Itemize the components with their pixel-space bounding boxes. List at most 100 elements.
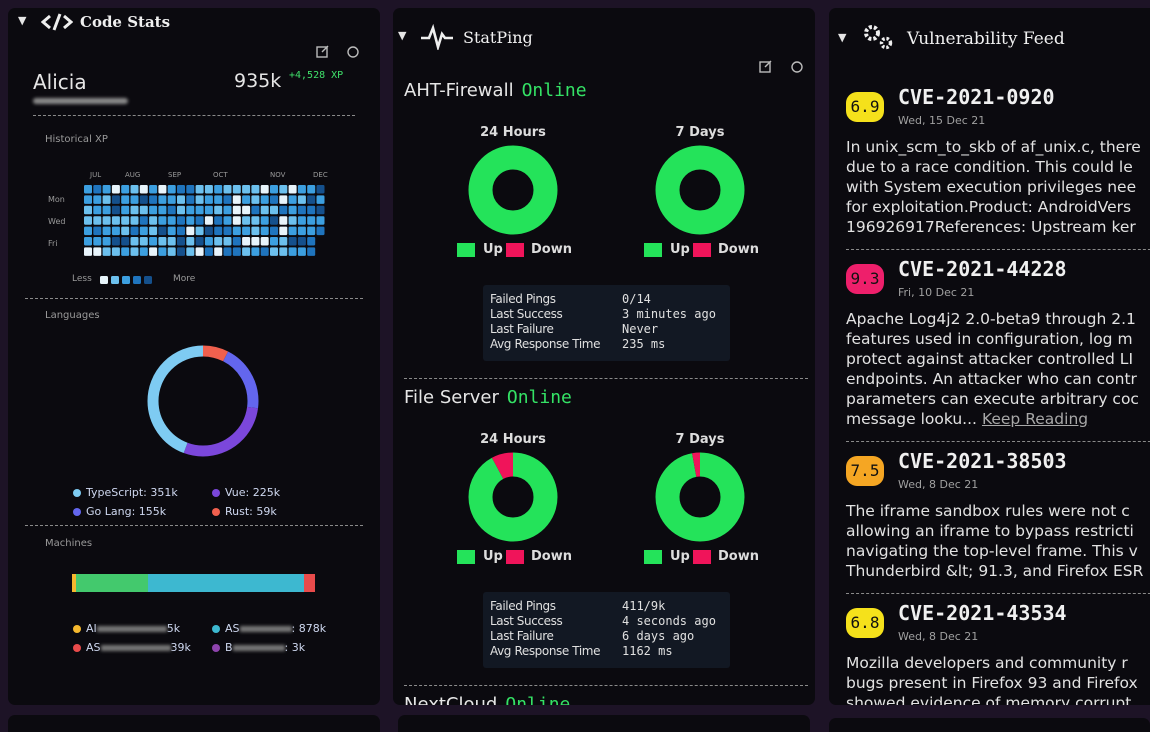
heatmap-cell xyxy=(251,226,260,236)
heatmap-cell xyxy=(186,185,195,194)
legend-swatch xyxy=(122,276,130,284)
heatmap-cell xyxy=(177,216,185,225)
heatmap-cell xyxy=(214,216,223,225)
service-name-text: File Server xyxy=(404,387,499,408)
heatmap-cell xyxy=(149,195,158,204)
heatmap-cell xyxy=(121,247,130,256)
section-title: Machines xyxy=(45,538,93,549)
heatmap-cell xyxy=(242,247,251,256)
cve-date: Wed, 15 Dec 21 xyxy=(898,114,986,127)
heatmap-cell xyxy=(223,247,232,256)
cve-date: Fri, 10 Dec 21 xyxy=(898,286,975,299)
period-label: 24 Hours xyxy=(480,125,546,140)
heatmap-cell xyxy=(84,205,92,215)
heatmap-cell xyxy=(139,185,148,194)
blurred-text xyxy=(100,645,171,651)
machine-suffix: 39k xyxy=(170,641,191,654)
heatmap-cell xyxy=(297,205,306,215)
heatmap-cell xyxy=(297,216,306,225)
heatmap-cell xyxy=(288,195,297,204)
heatmap-cell xyxy=(251,185,260,194)
heatmap-cell xyxy=(251,237,260,246)
heatmap-cell xyxy=(111,247,120,256)
heatmap-cell xyxy=(149,237,158,246)
score-badge: 6.8 xyxy=(846,608,884,638)
uptime-donut xyxy=(655,452,745,542)
service-status: Online xyxy=(521,80,587,101)
uptime-donut xyxy=(468,145,558,235)
heatmap-cell xyxy=(167,237,176,246)
heatmap-cell xyxy=(214,185,223,194)
heatmap-cell xyxy=(111,195,120,204)
cve-id[interactable]: CVE-2021-38503 xyxy=(898,449,1067,473)
heatmap-cell xyxy=(279,226,288,236)
heatmap-cell xyxy=(158,247,167,256)
cve-id[interactable]: CVE-2021-44228 xyxy=(898,257,1067,281)
description-line: for exploitation.Product: AndroidVers xyxy=(846,197,1150,217)
description-text: message looku... xyxy=(846,410,977,428)
description-text: bugs present in Firefox 93 and Firefox xyxy=(846,674,1138,692)
heatmap-cell xyxy=(214,237,223,246)
month-label: AUG xyxy=(125,171,141,179)
stat-value: Never xyxy=(622,322,659,336)
panel-actions[interactable] xyxy=(759,60,809,74)
item-header: 6.8 CVE-2021-43534 Wed, 8 Dec 21 xyxy=(846,601,1150,653)
stats-box: Failed Pings 0/14 Last Success 3 minutes ag… xyxy=(483,285,730,361)
heatmap-cell xyxy=(177,247,185,256)
heatmap-cell xyxy=(93,216,102,225)
description-text: for exploitation.Product: AndroidVers xyxy=(846,198,1132,216)
description-line: Thunderbird &lt; 91.3, and Firefox ESR xyxy=(846,561,1150,581)
description-text: The iframe sandbox rules were not c xyxy=(846,502,1130,520)
heatmap-cell xyxy=(270,237,278,246)
legend-swatch xyxy=(644,243,662,257)
panel-stub xyxy=(398,715,810,732)
cve-id[interactable]: CVE-2021-43534 xyxy=(898,601,1067,625)
heatmap-cell xyxy=(158,185,167,194)
machine-prefix: AS xyxy=(86,641,101,654)
heatmap-cell xyxy=(297,185,306,194)
heatmap-cell xyxy=(316,185,325,194)
heatmap-cell xyxy=(121,226,130,236)
collapse-caret[interactable]: ▼ xyxy=(18,14,27,27)
blurred-text xyxy=(232,645,285,651)
score-badge: 9.3 xyxy=(846,264,884,294)
heatmap-cell xyxy=(214,226,223,236)
stat-label: Avg Response Time xyxy=(490,337,601,351)
heatmap-cell xyxy=(223,226,232,236)
keep-reading-link[interactable]: Keep Reading xyxy=(981,410,1089,428)
heatmap-cell xyxy=(167,226,176,236)
cve-id[interactable]: CVE-2021-0920 xyxy=(898,85,1055,109)
heatmap-cell xyxy=(111,237,120,246)
description-text: endpoints. An attacker who can contr xyxy=(846,370,1137,388)
heatmap-cell xyxy=(279,216,288,225)
score-badge: 7.5 xyxy=(846,456,884,486)
heatmap-cell xyxy=(223,185,232,194)
heatmap-cell xyxy=(232,226,241,236)
heatmap-cell xyxy=(204,216,213,225)
heatmap-cell xyxy=(270,216,278,225)
heatmap-cell xyxy=(316,226,325,236)
heatmap-cell xyxy=(93,205,102,215)
heatmap-cell xyxy=(167,185,176,194)
heatmap-cell xyxy=(232,216,241,225)
legend-dot xyxy=(73,625,81,633)
description-line: features used in configuration, log m xyxy=(846,329,1150,349)
divider xyxy=(25,298,363,299)
heatmap-more: More xyxy=(173,274,196,284)
stat-label: Last Success xyxy=(490,307,563,321)
legend-dot xyxy=(212,644,220,652)
stat-label: Failed Pings xyxy=(490,292,556,306)
stat-value: 1162 ms xyxy=(622,644,673,658)
machine-prefix: B xyxy=(225,641,233,654)
collapse-caret[interactable]: ▼ xyxy=(838,31,847,44)
month-label: OCT xyxy=(213,171,228,179)
collapse-caret[interactable]: ▼ xyxy=(398,29,407,42)
description-line: Apache Log4j2 2.0-beta9 through 2.1 xyxy=(846,309,1150,329)
vulnerability-list: 6.9 CVE-2021-0920 Wed, 15 Dec 21 In unix_sc… xyxy=(846,85,1150,705)
service-status: Online xyxy=(506,387,572,408)
panel-actions[interactable] xyxy=(316,45,366,59)
heatmap-cell xyxy=(102,216,111,225)
heatmap-cell xyxy=(242,216,251,225)
service-name: AHT-Firewall Online xyxy=(404,80,587,101)
description-line: In unix_scm_to_skb of af_unix.c, there xyxy=(846,137,1150,157)
